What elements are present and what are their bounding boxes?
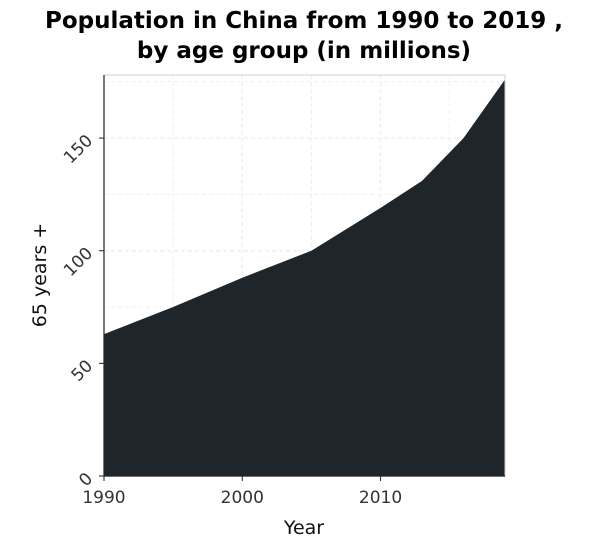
chart-title: Population in China from 1990 to 2019 , … [0, 6, 608, 66]
x-tick-label: 1990 [82, 488, 125, 508]
chart-title-line-1: Population in China from 1990 to 2019 , [45, 8, 563, 34]
area-series [104, 79, 505, 476]
y-tick-label: 100 [60, 244, 97, 281]
chart-title-line-2: by age group (in millions) [136, 38, 472, 64]
x-tick-label: 2000 [221, 488, 264, 508]
y-axis-title: 65 years + [29, 223, 51, 327]
x-axis-title: Year [283, 517, 324, 539]
axes [103, 74, 506, 477]
y-tick-label: 150 [60, 131, 97, 168]
x-axis-ticks: 1990 2000 2010 [82, 476, 402, 508]
x-tick-label: 2010 [359, 488, 402, 508]
y-tick-label: 50 [68, 356, 97, 385]
